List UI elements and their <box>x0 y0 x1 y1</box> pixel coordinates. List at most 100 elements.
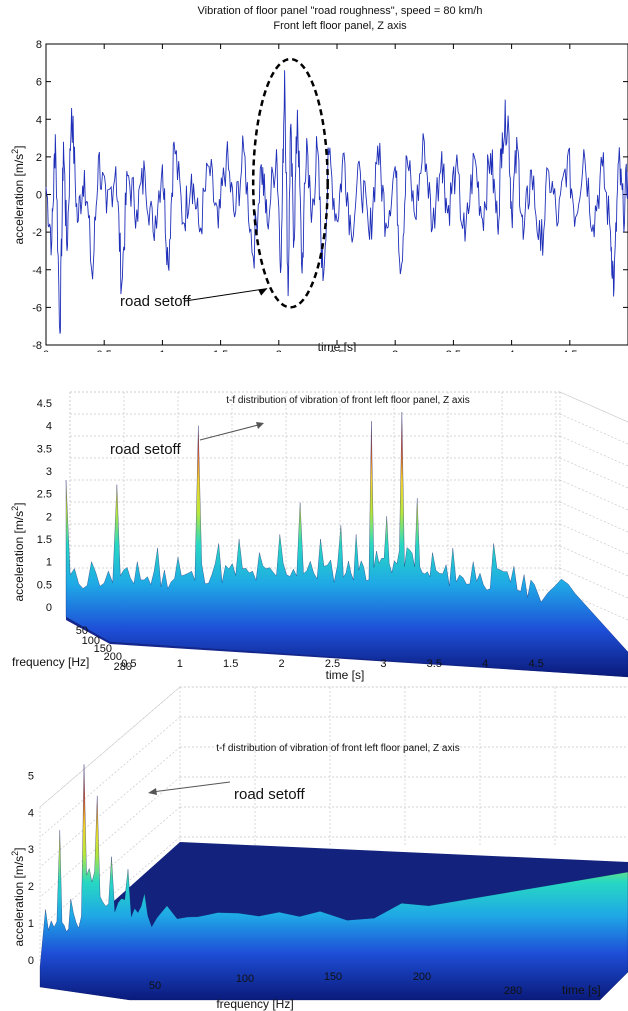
chart1-ytick-label: 0 <box>36 190 42 202</box>
chart1-ticks: 0 0.5 1 1.5 2 2.5 3 3.5 4 4.5 -8 -6 -4 -2 0 2 4 6 8 <box>32 39 628 352</box>
chart2-ytick-label: 280 <box>114 661 132 673</box>
chart1-ytick-label: -8 <box>32 340 42 352</box>
chart1-ytick-label: -2 <box>32 227 42 239</box>
chart2-grid-sideline <box>559 413 628 445</box>
chart2-ytick-label: 200 <box>104 651 122 663</box>
chart1-xtick-label: 3.5 <box>446 349 461 352</box>
chart3-ztick-label: 5 <box>28 770 34 782</box>
chart1-title: Vibration of floor panel "road roughness… <box>198 5 483 17</box>
chart3-grid-sideline <box>39 716 181 838</box>
chart3-ticks: 0 1 2 3 4 5 50 100 150 200 280 <box>28 770 522 997</box>
chart2-xtick-label: 2 <box>279 658 285 670</box>
chart3-xlabel: frequency [Hz] <box>216 997 293 1011</box>
chart3-grid-sideline <box>39 776 181 898</box>
time-signal-chart: Vibration of floor panel "road roughness… <box>10 5 628 352</box>
chart3-xtick-label: 200 <box>413 971 431 983</box>
chart1-xlabel: time [s] <box>318 340 357 352</box>
chart2-xlabel: time [s] <box>326 668 365 682</box>
tf-surface-time-chart: 0 0.5 1 1.5 2 2.5 3 3.5 4 4.5 0.5 1 1.5 2 2.5 3 3.5 4 4.5 5… <box>10 391 628 682</box>
chart3-xtick-label: 280 <box>504 985 522 997</box>
chart2-grid-sideline <box>559 479 628 511</box>
chart2-annotation-arrow <box>199 423 263 441</box>
chart3-ztick-label: 3 <box>28 844 34 856</box>
chart1-ytick-label: 6 <box>36 77 42 89</box>
chart2-ztick-label: 0.5 <box>37 579 52 591</box>
chart2-grid-sideline <box>559 391 628 423</box>
chart1-xtick-label: 2.5 <box>329 349 344 352</box>
chart2-grid-sideline <box>559 545 628 577</box>
chart2-annotation: road setoff <box>110 441 181 458</box>
chart2-grid-sideline <box>559 457 628 489</box>
chart2-grid-sideline <box>559 523 628 555</box>
chart3-surface <box>39 764 628 1001</box>
chart2-title: t-f distribution of vibration of front l… <box>226 395 469 406</box>
chart1-ylabel: acceleration [m/s2] <box>10 145 26 244</box>
chart2-ztick-label: 3 <box>46 466 52 478</box>
chart2-ztick-label: 4.5 <box>37 398 52 410</box>
chart2-xtick-label: 3.5 <box>427 658 442 670</box>
chart2-ytick-label: 100 <box>82 635 100 647</box>
chart3-annotation-arrowhead <box>148 788 157 795</box>
chart2-xtick-label: 2.5 <box>325 658 340 670</box>
chart3-ztick-label: 1 <box>28 918 34 930</box>
chart1-ytick-label: 4 <box>36 114 42 126</box>
chart1-xtick-label: 0.5 <box>97 349 112 352</box>
chart2-grid-sideline <box>559 567 628 599</box>
chart1-xtick-label: 1 <box>159 349 165 352</box>
chart3-grid-sideline <box>39 686 181 808</box>
chart1-subtitle: Front left floor panel, Z axis <box>273 20 407 32</box>
chart2-ztick-label: 1 <box>46 557 52 569</box>
chart3-title: t-f distribution of vibration of front l… <box>216 743 459 754</box>
chart2-ztick-label: 0 <box>46 602 52 614</box>
chart3-grid-sideline <box>39 806 181 928</box>
chart2-gridbox <box>69 391 628 621</box>
chart1-ytick-label: -4 <box>32 265 42 277</box>
annotation-arrow <box>184 288 268 302</box>
chart1-xtick-label: 3 <box>392 349 398 352</box>
chart2-annotation-arrowhead <box>256 422 264 429</box>
chart3-xtick-label: 150 <box>324 971 342 983</box>
chart2-ztick-label: 2.5 <box>37 489 52 501</box>
chart3-xtick-label: 100 <box>236 973 254 985</box>
chart3-annotation: road setoff <box>234 786 305 803</box>
road-setoff-highlight <box>251 57 329 309</box>
chart1-annotation: road setoff <box>120 293 191 310</box>
chart1-xtick-label: 2 <box>276 349 282 352</box>
chart3-ylabel: time [s] <box>562 983 601 997</box>
chart2-xtick-label: 3 <box>380 658 386 670</box>
chart2-ztick-label: 4 <box>46 421 52 433</box>
chart2-ticks: 0 0.5 1 1.5 2 2.5 3 3.5 4 4.5 0.5 1 1.5 2 2.5 3 3.5 4 4.5 5… <box>37 398 544 673</box>
chart2-xtick-label: 0.5 <box>121 658 136 670</box>
chart2-surface <box>65 411 628 678</box>
chart3-ztick-label: 2 <box>28 881 34 893</box>
chart3-ztick-label: 4 <box>28 807 34 819</box>
chart1-xtick-label: 4.5 <box>562 349 577 352</box>
chart2-ytick-label: 150 <box>94 643 112 655</box>
annotation-arrowhead <box>258 288 268 296</box>
chart2-ylabel: frequency [Hz] <box>12 655 89 669</box>
chart1-series-line <box>45 70 628 334</box>
chart1-xtick-label: 4 <box>509 349 515 352</box>
chart3-ztick-label: 0 <box>28 955 34 967</box>
chart2-zlabel: acceleration [m/s2] <box>10 502 26 601</box>
chart2-ztick-label: 1.5 <box>37 534 52 546</box>
chart1-ytick-label: 2 <box>36 152 42 164</box>
chart2-xtick-label: 4.5 <box>528 658 543 670</box>
chart2-xtick-label: 1 <box>177 658 183 670</box>
chart1-ytick-label: -6 <box>32 302 42 314</box>
chart3-xtick-label: 50 <box>149 980 161 992</box>
tf-surface-frequency-chart: 0 1 2 3 4 5 50 100 150 200 280 t-f distribution of… <box>10 686 628 1011</box>
chart2-ztick-label: 2 <box>46 511 52 523</box>
chart2-ytick-label: 50 <box>76 625 88 637</box>
chart3-grid-sideline <box>39 746 181 868</box>
chart2-grid-sideline <box>559 501 628 533</box>
chart2-xtick-label: 1.5 <box>223 658 238 670</box>
chart3-annotation-arrow <box>151 781 231 793</box>
chart1-xtick-label: 0 <box>43 349 49 352</box>
chart2-ztick-label: 3.5 <box>37 443 52 455</box>
chart1-xtick-label: 1.5 <box>213 349 228 352</box>
chart2-grid-sideline <box>559 435 628 467</box>
chart1-ytick-label: 8 <box>36 39 42 51</box>
chart2-xtick-label: 4 <box>482 658 488 670</box>
chart3-zlabel: acceleration [m/s2] <box>10 847 26 946</box>
